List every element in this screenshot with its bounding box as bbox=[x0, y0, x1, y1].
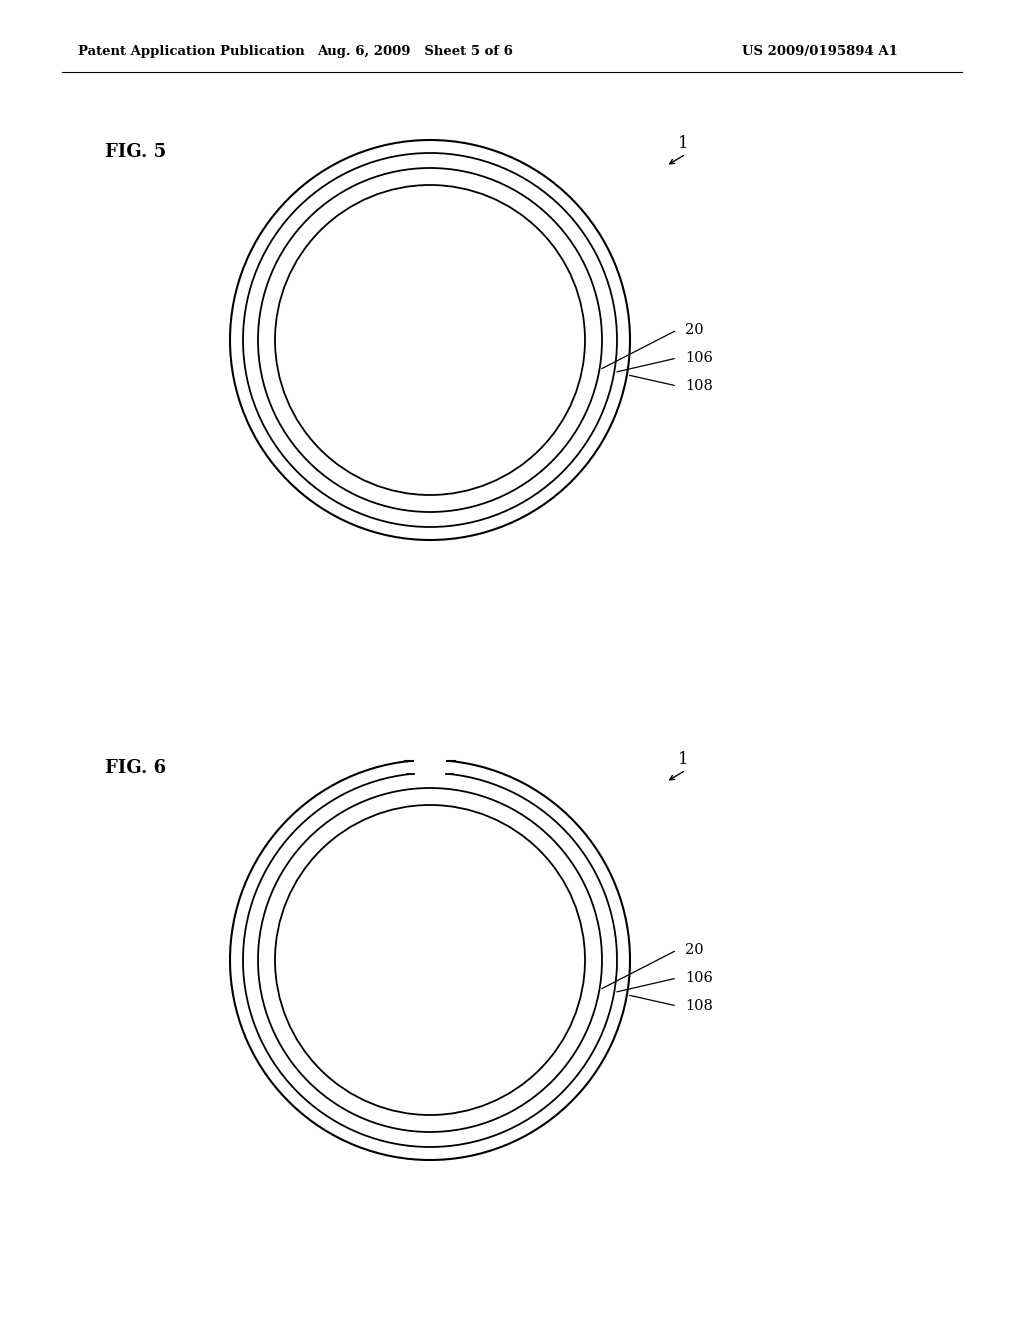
Text: FIG. 6: FIG. 6 bbox=[105, 759, 166, 777]
Text: FIG. 5: FIG. 5 bbox=[105, 143, 166, 161]
Text: 106: 106 bbox=[685, 972, 713, 985]
Text: Aug. 6, 2009   Sheet 5 of 6: Aug. 6, 2009 Sheet 5 of 6 bbox=[317, 45, 513, 58]
Text: 108: 108 bbox=[685, 379, 713, 393]
Text: US 2009/0195894 A1: US 2009/0195894 A1 bbox=[742, 45, 898, 58]
Text: 108: 108 bbox=[685, 999, 713, 1012]
Text: 1: 1 bbox=[678, 136, 688, 153]
Text: 20: 20 bbox=[685, 323, 703, 337]
Text: Patent Application Publication: Patent Application Publication bbox=[78, 45, 305, 58]
Text: 106: 106 bbox=[685, 351, 713, 366]
Text: 1: 1 bbox=[678, 751, 688, 768]
Text: 20: 20 bbox=[685, 942, 703, 957]
